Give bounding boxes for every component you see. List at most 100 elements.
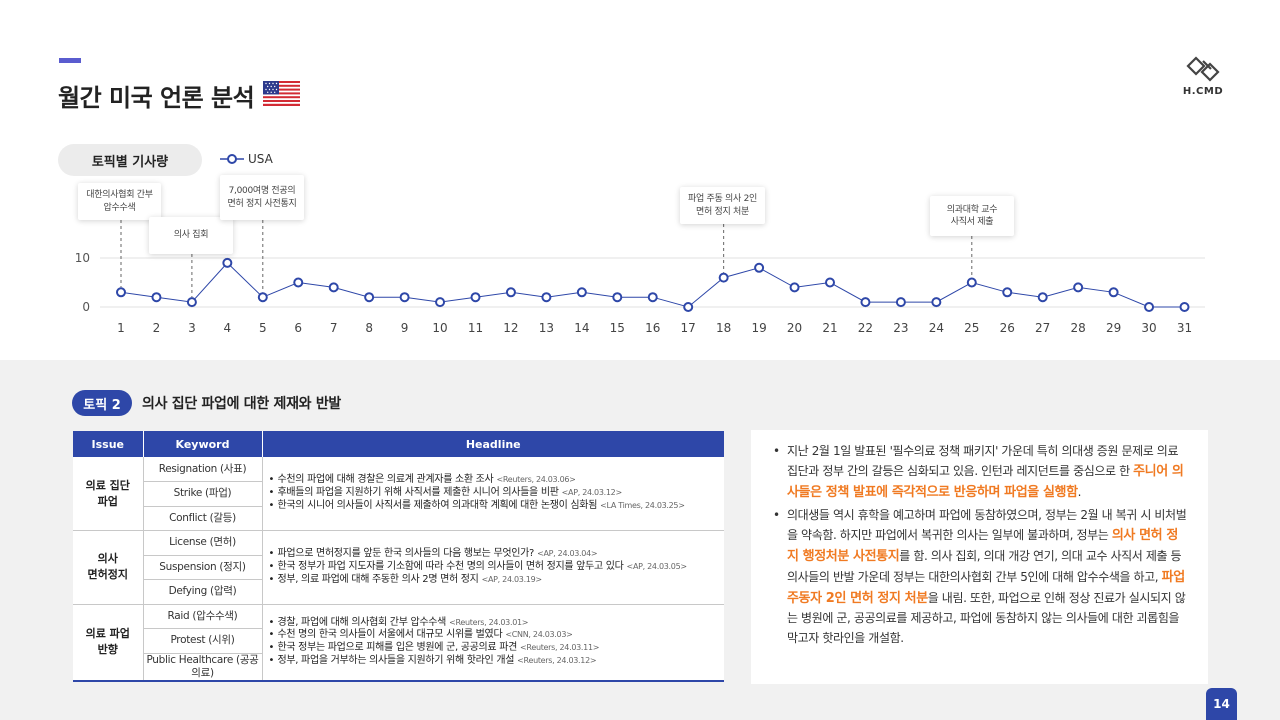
summary-highlight: 파업 주동자 2인 면허 정지 처분 bbox=[787, 570, 1185, 607]
headline-source: <AP, 24.03.12> bbox=[561, 488, 623, 498]
x-tick-label: 3 bbox=[188, 321, 196, 335]
x-tick-label: 8 bbox=[365, 321, 373, 335]
x-tick-label: 9 bbox=[401, 321, 409, 335]
x-tick-label: 27 bbox=[1035, 321, 1050, 335]
summary-paragraph: 지난 2월 1일 발표된 '필수의료 정책 패키지' 가운데 특히 의대생 증원… bbox=[773, 442, 1188, 504]
topic-volume-label: 토픽별 기사량 bbox=[58, 144, 202, 176]
headline-text: 한국의 시니어 의사들이 사직서를 제출하여 의과대학 계획에 대한 논쟁이 심… bbox=[277, 499, 598, 511]
col-header-issue: Issue bbox=[73, 431, 143, 457]
col-header-keyword: Keyword bbox=[142, 431, 262, 457]
y-tick-label: 10 bbox=[75, 251, 90, 265]
topic-badge: 토픽 2 bbox=[72, 390, 132, 416]
legend-marker-icon bbox=[220, 154, 244, 164]
headline-source: <AP, 24.03.04> bbox=[537, 549, 598, 559]
headline-source: <Reuters, 24.03.11> bbox=[520, 643, 600, 653]
data-point bbox=[754, 262, 765, 273]
keyword-cell: Public Healthcare (공공의료) bbox=[142, 653, 262, 682]
headline-cell: 경찰, 파업에 대해 의사협회 간부 압수수색<Reuters, 24.03.0… bbox=[261, 604, 724, 682]
us-flag-icon bbox=[263, 81, 300, 106]
data-point bbox=[683, 302, 694, 312]
summary-highlight: 의사 면허 정지 행정처분 사전통지 bbox=[787, 527, 1178, 565]
data-point bbox=[860, 297, 871, 308]
headline-text: 한국 정부가 파업 지도자를 기소함에 따라 수천 명의 의사들이 면허 정지를… bbox=[277, 560, 624, 572]
data-point bbox=[1037, 292, 1048, 303]
data-point bbox=[1002, 287, 1013, 298]
event-callout: 의사 집회 bbox=[149, 217, 233, 254]
x-tick-label: 20 bbox=[787, 321, 802, 335]
x-tick-label: 10 bbox=[432, 321, 447, 335]
logo-text: H.CMD bbox=[1182, 86, 1224, 97]
issue-table: Issue Keyword Headline 의료 집단 파업 Resignati… bbox=[73, 431, 724, 682]
keyword-cell: Protest (시위) bbox=[142, 628, 262, 654]
data-point bbox=[399, 292, 410, 303]
headline-source: <CNN, 24.03.03> bbox=[505, 630, 573, 640]
page-title: 월간 미국 언론 분석 bbox=[58, 84, 255, 112]
headline-item: 한국 정부는 파업으로 피해를 입은 병원에 군, 공공의료 파견<Reuter… bbox=[269, 642, 719, 655]
summary-text: . bbox=[1077, 485, 1082, 500]
summary-box: 지난 2월 1일 발표된 '필수의료 정책 패키지' 가운데 특히 의대생 증원… bbox=[751, 430, 1208, 684]
issue-label: 면허정지 bbox=[87, 568, 128, 582]
x-tick-label: 29 bbox=[1106, 321, 1121, 335]
data-point bbox=[541, 292, 552, 303]
data-point bbox=[612, 292, 623, 303]
headline-item: 한국의 시니어 의사들이 사직서를 제출하여 의과대학 계획에 대한 논쟁이 심… bbox=[269, 500, 719, 513]
y-tick-label: 0 bbox=[82, 300, 90, 314]
hcmd-logo-mark-icon bbox=[1186, 56, 1220, 82]
table-row: Protest (시위) bbox=[73, 628, 724, 654]
table-row: Conflict (갈등) bbox=[73, 506, 724, 531]
data-point bbox=[470, 292, 481, 303]
x-tick-label: 28 bbox=[1071, 321, 1086, 335]
x-tick-label: 18 bbox=[716, 321, 731, 335]
headline-cell: 수천의 파업에 대해 경찰은 의료계 관계자를 소환 조사<Reuters, 2… bbox=[261, 457, 724, 531]
keyword-cell: Raid (압수수색) bbox=[142, 604, 262, 629]
table-row: Defying (압력) bbox=[73, 579, 724, 605]
headline-item: 한국 정부가 파업 지도자를 기소함에 따라 수천 명의 의사들이 면허 정지를… bbox=[269, 561, 719, 574]
issue-label: 파업 bbox=[97, 494, 118, 508]
x-tick-label: 23 bbox=[893, 321, 908, 335]
summary-text: 지난 2월 1일 발표된 '필수의료 정책 패키지' 가운데 특히 의대생 증원… bbox=[787, 444, 1179, 479]
table-row: Suspension (정지) bbox=[73, 555, 724, 580]
headline-source: <Reuters, 24.03.01> bbox=[449, 617, 529, 627]
headline-text: 파업으로 면허정지를 앞둔 한국 의사들의 다음 행보는 무엇인가? bbox=[277, 548, 535, 560]
headline-source: <AP, 24.03.19> bbox=[481, 574, 543, 584]
event-callout: 의과대학 교수 사직서 제출 bbox=[930, 196, 1014, 236]
summary-text: 을 내림. 또한, 파업으로 인해 정상 진료가 실시되지 않는 병원에 군, … bbox=[787, 591, 1186, 645]
headline-item: 정부, 파업을 거부하는 의사들을 지원하기 위해 핫라인 개설<Reuters… bbox=[269, 655, 719, 668]
headline-source: <Reuters, 24.03.12> bbox=[517, 656, 597, 666]
keyword-cell: Resignation (사표) bbox=[142, 457, 262, 482]
headline-item: 후배들의 파업을 지원하기 위해 사직서를 제출한 시니어 의사들을 비판<AP… bbox=[269, 487, 719, 500]
data-point bbox=[825, 277, 835, 288]
headline-item: 수천 명의 한국 의사들이 서울에서 대규모 시위를 벌였다<CNN, 24.0… bbox=[269, 629, 719, 642]
data-point bbox=[895, 297, 906, 308]
x-tick-label: 1 bbox=[117, 321, 125, 335]
headline-text: 수천 명의 한국 의사들이 서울에서 대규모 시위를 벌였다 bbox=[277, 629, 503, 641]
headline-text: 수천의 파업에 대해 경찰은 의료계 관계자를 소환 조사 bbox=[277, 474, 494, 486]
headline-cell: 파업으로 면허정지를 앞둔 한국 의사들의 다음 행보는 무엇인가?<AP, 2… bbox=[261, 530, 724, 605]
issue-label: 의료 파업 bbox=[85, 627, 130, 641]
keyword-cell: Suspension (정지) bbox=[142, 555, 262, 580]
data-point bbox=[222, 257, 233, 268]
x-tick-label: 4 bbox=[224, 321, 232, 335]
headline-text: 한국 정부는 파업으로 피해를 입은 병원에 군, 공공의료 파견 bbox=[277, 642, 518, 654]
data-point bbox=[789, 282, 800, 293]
summary-paragraph: 의대생들 역시 휴학을 예고하며 파업에 동참하였으며, 정부는 2월 내 복귀… bbox=[773, 506, 1188, 649]
data-point bbox=[151, 292, 162, 303]
x-tick-label: 31 bbox=[1177, 321, 1192, 335]
headline-text: 정부, 의료 파업에 대해 주동한 의사 2명 면허 정지 bbox=[277, 573, 479, 585]
x-tick-label: 16 bbox=[645, 321, 660, 335]
headline-item: 파업으로 면허정지를 앞둔 한국 의사들의 다음 행보는 무엇인가?<AP, 2… bbox=[269, 548, 719, 561]
issue-label: 의사 bbox=[97, 552, 118, 566]
x-tick-label: 17 bbox=[681, 321, 696, 335]
issue-cell: 의료 집단 파업 bbox=[73, 457, 143, 531]
keyword-cell: License (면허) bbox=[142, 530, 262, 556]
data-point bbox=[1144, 302, 1155, 312]
x-tick-label: 7 bbox=[330, 321, 338, 335]
x-tick-label: 15 bbox=[610, 321, 625, 335]
summary-highlight: 주니어 의사들은 정책 발표에 즉각적으로 반응하며 파업을 실행함 bbox=[787, 464, 1184, 501]
x-tick-label: 11 bbox=[468, 321, 483, 335]
headline-item: 경찰, 파업에 대해 의사협회 간부 압수수색<Reuters, 24.03.0… bbox=[269, 617, 719, 630]
table-row: Public Healthcare (공공의료) bbox=[73, 653, 724, 682]
